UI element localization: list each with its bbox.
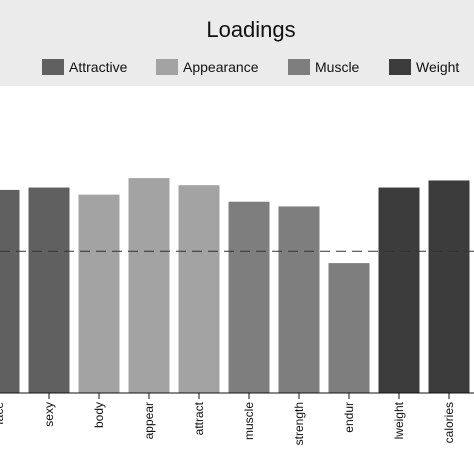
tick-label-strength: strength: [292, 402, 306, 445]
bar-endur: [328, 263, 370, 393]
x-ticks: face sexy body appear attract muscle strength e…: [0, 393, 456, 445]
bar-face: [0, 189, 20, 393]
tick-label-face: face: [0, 402, 6, 425]
tick-label-muscle: muscle: [242, 402, 256, 440]
bar-body: [78, 194, 120, 393]
tick-label-sexy: sexy: [42, 402, 56, 427]
bar-attract: [178, 185, 220, 393]
tick-label-lweight: lweight: [392, 401, 406, 439]
tick-label-body: body: [92, 402, 106, 428]
bar-strength: [278, 206, 320, 393]
tick-label-appear: appear: [142, 402, 156, 439]
bars: [0, 178, 470, 393]
bar-sexy: [28, 187, 70, 393]
legend-label-attractive: Attractive: [69, 59, 128, 75]
tick-label-endur: endur: [342, 402, 356, 433]
bar-calories: [428, 180, 470, 393]
bar-lweight: [378, 187, 420, 393]
bar-muscle: [228, 201, 270, 393]
tick-label-calories: calories: [442, 402, 456, 443]
legend-swatch-weight: [389, 59, 411, 75]
legend-label-muscle: Muscle: [315, 59, 360, 75]
legend-swatch-muscle: [288, 59, 310, 75]
legend-label-weight: Weight: [416, 59, 459, 75]
tick-label-attract: attract: [192, 401, 206, 435]
legend-label-appearance: Appearance: [183, 59, 259, 75]
legend-swatch-appearance: [156, 59, 178, 75]
legend-swatch-attractive: [42, 59, 64, 75]
legend: Attractive Appearance Muscle Weight: [42, 59, 459, 75]
bar-appear: [128, 178, 170, 393]
legend-title: Loadings: [206, 17, 295, 42]
